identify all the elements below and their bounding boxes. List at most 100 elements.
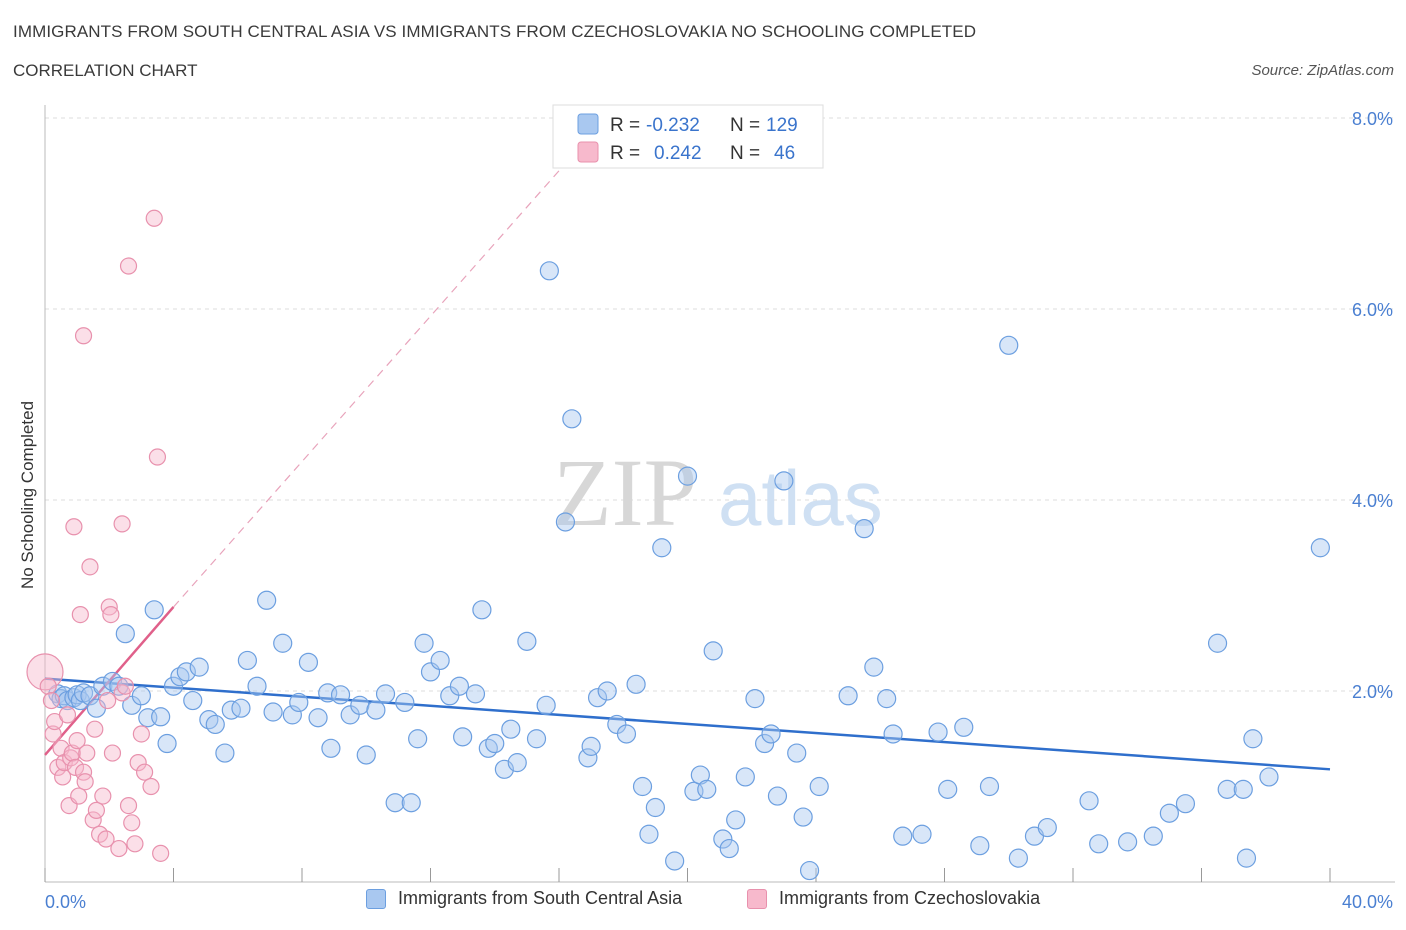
blue-point-17 bbox=[144, 600, 164, 620]
blue-point-56 bbox=[453, 727, 473, 747]
pink-point-17 bbox=[71, 605, 89, 624]
pink-point-21 bbox=[81, 558, 99, 576]
blue-point-45 bbox=[366, 700, 386, 720]
blue-point-102 bbox=[864, 657, 884, 677]
pink-point-24 bbox=[87, 801, 106, 819]
blue-point-113 bbox=[1008, 848, 1028, 868]
pink-point-30 bbox=[102, 605, 120, 624]
x-tick-label-1: 40.0% bbox=[1342, 892, 1393, 912]
blue-point-124 bbox=[1236, 848, 1257, 868]
blue-point-82 bbox=[677, 466, 698, 486]
blue-point-40 bbox=[321, 738, 341, 758]
bottom-legend-label-south-central-asia: Immigrants from South Central Asia bbox=[398, 888, 683, 908]
blue-point-120 bbox=[1159, 803, 1179, 823]
blue-point-22 bbox=[176, 662, 196, 682]
legend-swatch-blue bbox=[577, 113, 599, 135]
blue-point-126 bbox=[1259, 767, 1279, 787]
blue-point-20 bbox=[163, 676, 184, 696]
blue-point-13 bbox=[115, 624, 135, 644]
chart-subtitle: CORRELATION CHART bbox=[13, 61, 198, 80]
pink-point-2 bbox=[42, 691, 61, 710]
bottom-legend-item-czechoslovakia: Immigrants from Czechoslovakia bbox=[747, 888, 1040, 909]
y-tick-label-0: 2.0% bbox=[1352, 682, 1393, 702]
blue-point-90 bbox=[735, 767, 755, 787]
blue-point-69 bbox=[562, 409, 582, 429]
blue-point-97 bbox=[793, 807, 813, 827]
blue-point-73 bbox=[597, 681, 617, 701]
blue-point-125 bbox=[1243, 729, 1263, 749]
pink-point-20 bbox=[78, 744, 96, 762]
stats-legend: R = -0.232 N = 129 R = 0.242 N = 46 bbox=[552, 104, 824, 169]
pink-point-14 bbox=[66, 758, 85, 777]
pink-point-31 bbox=[103, 744, 122, 762]
blue-point-50 bbox=[408, 729, 428, 749]
blue-point-128 bbox=[1233, 779, 1253, 799]
blue-point-31 bbox=[247, 676, 267, 696]
pink-point-3 bbox=[44, 725, 62, 743]
blue-point-41 bbox=[330, 685, 351, 705]
blue-point-75 bbox=[616, 724, 637, 744]
pink-point-1 bbox=[39, 677, 57, 695]
grid-lines bbox=[45, 117, 1395, 692]
chart-title: IMMIGRANTS FROM SOUTH CENTRAL ASIA VS IM… bbox=[13, 22, 977, 41]
trend-lines bbox=[44, 155, 1331, 771]
legend-r-value-1: -0.232 bbox=[646, 115, 700, 136]
y-axis-title: No Schooling Completed bbox=[18, 401, 37, 589]
legend-swatch-pink bbox=[577, 141, 599, 163]
data-points bbox=[26, 209, 1330, 881]
blue-point-77 bbox=[632, 776, 653, 797]
legend-r-label-1: R = bbox=[610, 115, 640, 136]
blue-point-94 bbox=[767, 786, 788, 806]
pink-point-46 bbox=[148, 448, 167, 466]
blue-point-47 bbox=[385, 793, 405, 813]
blue-point-8 bbox=[80, 686, 100, 706]
blue-point-89 bbox=[726, 810, 746, 830]
blue-point-30 bbox=[237, 650, 257, 671]
trend-line-czechoslovakia bbox=[44, 606, 175, 756]
pink-point-27 bbox=[97, 830, 115, 848]
pink-point-13 bbox=[65, 518, 83, 536]
blue-point-96 bbox=[787, 743, 807, 763]
blue-point-116 bbox=[1079, 791, 1099, 811]
legend-r-label-2: R = bbox=[610, 143, 640, 164]
y-tick-label-2: 6.0% bbox=[1352, 300, 1393, 320]
blue-point-53 bbox=[430, 650, 450, 671]
pink-point-26 bbox=[94, 787, 112, 805]
blue-point-43 bbox=[350, 695, 370, 715]
pink-point-22 bbox=[84, 811, 102, 829]
pink-point-28 bbox=[99, 691, 117, 710]
blue-point-15 bbox=[131, 686, 151, 706]
y-tick-label-3: 8.0% bbox=[1352, 109, 1393, 129]
bottom-legend-swatch-pink bbox=[747, 888, 767, 909]
blue-point-117 bbox=[1089, 834, 1109, 854]
blue-point-84 bbox=[690, 765, 710, 785]
blue-point-107 bbox=[928, 722, 948, 742]
blue-point-108 bbox=[938, 779, 958, 799]
blue-point-93 bbox=[761, 724, 781, 744]
blue-point-101 bbox=[854, 519, 874, 539]
blue-point-121 bbox=[1175, 794, 1196, 814]
blue-point-91 bbox=[745, 689, 765, 709]
blue-point-58 bbox=[472, 600, 492, 620]
pink-point-19 bbox=[76, 773, 94, 791]
pink-point-36 bbox=[123, 814, 141, 832]
zipatlas-watermark: ZIP atlas bbox=[553, 439, 883, 546]
blue-point-76 bbox=[626, 674, 646, 694]
blue-point-111 bbox=[979, 776, 1000, 797]
blue-point-19 bbox=[157, 733, 177, 754]
legend-n-label-2: N = bbox=[730, 143, 760, 164]
legend-r-value-2: 0.242 bbox=[654, 143, 702, 164]
pink-point-43 bbox=[113, 515, 131, 533]
blue-point-51 bbox=[414, 633, 434, 653]
pink-point-7 bbox=[54, 768, 72, 786]
blue-point-57 bbox=[465, 684, 486, 704]
pink-point-44 bbox=[119, 257, 138, 275]
bottom-legend-swatch-blue bbox=[366, 888, 386, 909]
blue-point-106 bbox=[912, 824, 932, 844]
blue-point-23 bbox=[183, 690, 203, 711]
blue-point-105 bbox=[893, 826, 913, 846]
blue-point-119 bbox=[1143, 826, 1163, 846]
blue-point-55 bbox=[449, 676, 470, 696]
blue-point-86 bbox=[703, 641, 723, 661]
